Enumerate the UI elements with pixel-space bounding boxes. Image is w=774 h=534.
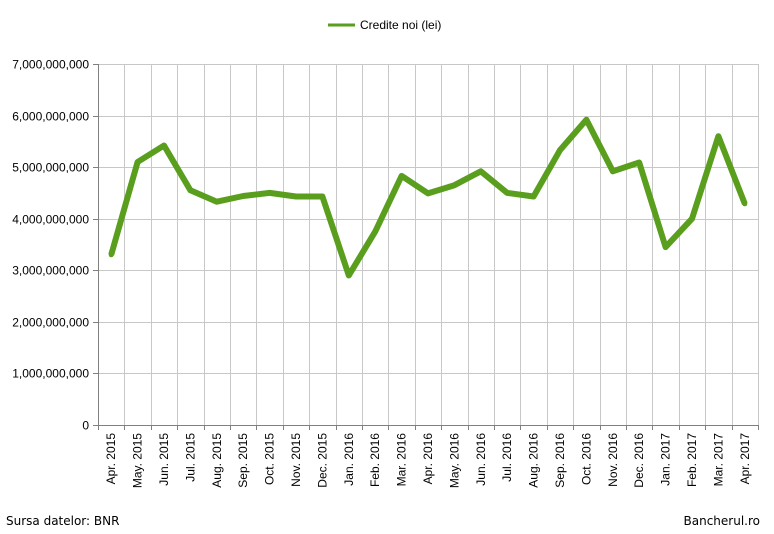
x-tick-label: Feb. 2017 <box>685 433 699 487</box>
x-tick-label: Apr. 2017 <box>738 433 752 485</box>
data-point <box>663 244 669 250</box>
axes <box>93 64 759 430</box>
x-tick-label: Nov. 2015 <box>289 433 303 487</box>
y-tick-label: 3,000,000,000 <box>12 264 89 278</box>
legend: Credite noi (lei) <box>328 18 441 32</box>
x-tick-label: Oct. 2015 <box>263 433 277 485</box>
gridlines <box>98 64 759 425</box>
data-point <box>636 160 642 165</box>
x-tick-label: Jan. 2017 <box>659 433 673 486</box>
data-point <box>214 199 220 205</box>
brand-label: Bancherul.ro <box>683 514 760 528</box>
x-tick-label: Feb. 2016 <box>368 433 382 487</box>
data-point <box>425 190 431 196</box>
data-point <box>108 252 114 258</box>
x-tick-label: Jul. 2016 <box>500 433 514 482</box>
x-tick-label: Nov. 2016 <box>606 433 620 487</box>
y-tick-label: 1,000,000,000 <box>12 367 89 381</box>
data-point <box>715 133 721 139</box>
y-tick-label: 5,000,000,000 <box>12 161 89 175</box>
x-tick-label: Sep. 2016 <box>553 433 567 488</box>
x-tick-label: Jun. 2015 <box>157 433 171 486</box>
data-point <box>610 168 616 174</box>
x-tick-label: Mar. 2016 <box>395 433 409 487</box>
x-tick-label: Dec. 2016 <box>632 433 646 488</box>
x-tick-label: Dec. 2015 <box>315 433 329 488</box>
y-tick-label: 6,000,000,000 <box>12 110 89 124</box>
y-tick-label: 4,000,000,000 <box>12 213 89 227</box>
y-tick-label: 0 <box>82 419 89 433</box>
data-point <box>187 187 193 193</box>
x-axis-tick-labels: Apr. 2015 May. 2015 Jun. 2015 Jul. 2015 Aug.… <box>104 433 752 488</box>
x-tick-label: May. 2016 <box>447 433 461 488</box>
data-point <box>531 194 537 199</box>
y-tick-label: 2,000,000,000 <box>12 316 89 330</box>
x-tick-label: Oct. 2016 <box>579 433 593 485</box>
data-point <box>346 272 352 278</box>
data-point <box>557 147 563 153</box>
y-axis-tick-labels: 0 1,000,000,000 2,000,000,000 3,000,000,000… <box>12 58 89 433</box>
series-group <box>108 116 748 279</box>
data-point <box>478 168 484 174</box>
x-tick-label: Mar. 2017 <box>711 433 725 487</box>
data-point <box>267 190 273 196</box>
x-tick-label: Jun. 2016 <box>474 433 488 486</box>
data-point <box>583 117 589 123</box>
x-tick-label: Apr. 2015 <box>104 433 118 485</box>
data-point <box>399 173 405 179</box>
data-point <box>504 190 510 196</box>
data-point <box>161 143 167 148</box>
data-point <box>293 194 299 199</box>
x-tick-label: Aug. 2016 <box>527 433 541 488</box>
x-tick-label: Jan. 2016 <box>342 433 356 486</box>
source-note: Sursa datelor: BNR <box>6 514 120 528</box>
data-point <box>742 201 748 207</box>
y-tick-label: 7,000,000,000 <box>12 58 89 72</box>
data-point <box>372 229 378 235</box>
data-point <box>689 216 695 222</box>
x-tick-label: Apr. 2016 <box>421 433 435 485</box>
data-point <box>319 194 325 199</box>
series-line <box>108 116 748 279</box>
x-tick-label: Sep. 2015 <box>236 433 250 488</box>
data-point <box>135 159 141 165</box>
x-tick-label: Jul. 2015 <box>183 433 197 482</box>
data-point <box>240 193 246 199</box>
x-tick-label: Aug. 2015 <box>210 433 224 488</box>
legend-label: Credite noi (lei) <box>360 18 441 32</box>
data-point <box>451 182 457 188</box>
x-tick-label: May. 2015 <box>131 433 145 488</box>
